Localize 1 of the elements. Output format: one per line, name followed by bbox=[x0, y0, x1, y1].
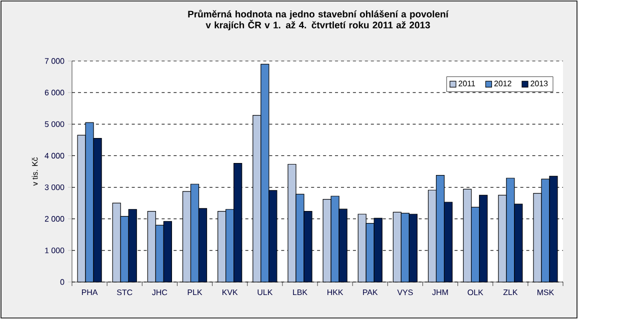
chart-title: Průměrná hodnota na jedno stavební ohlášení a povolení v krajích ČR v 1. až 4. čtvrtletí roku 2011 až 2013 bbox=[188, 10, 449, 30]
